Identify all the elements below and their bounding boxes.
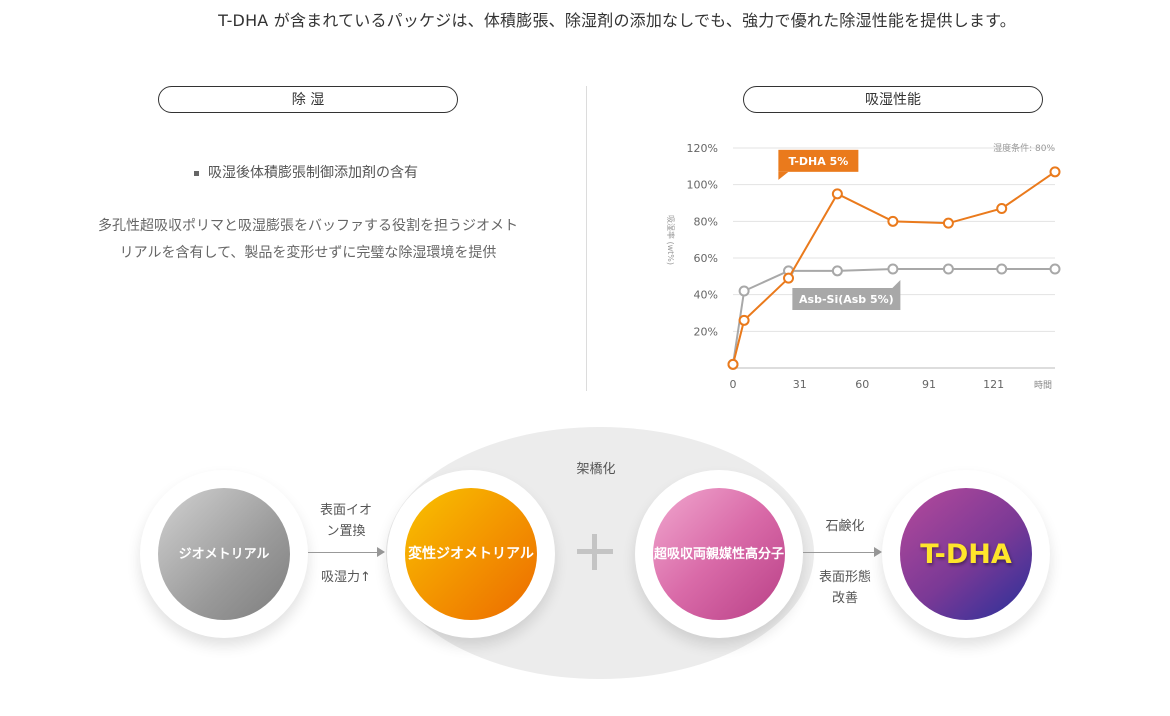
data-point — [1051, 167, 1060, 176]
data-point — [833, 266, 842, 275]
x-tick-label: 31 — [793, 378, 807, 391]
absorption-title: 吸湿性能 — [865, 92, 921, 108]
data-point — [729, 360, 738, 369]
arrow1-head-icon — [377, 547, 385, 557]
description-line-1: 多孔性超吸収ポリマと吸湿膨張をバッファする役割を担うジオメト — [0, 213, 616, 240]
x-unit-label: 時間 — [1034, 380, 1052, 391]
x-tick-label: 121 — [983, 378, 1004, 391]
x-tick-label: 0 — [730, 378, 737, 391]
y-tick-label: 60% — [694, 252, 718, 265]
series-callout-pointer — [778, 172, 788, 180]
panel-divider — [586, 86, 587, 391]
arrow2-bottom-label: 表面形態 改善 — [810, 567, 880, 609]
y-tick-label: 40% — [694, 289, 718, 302]
node-tdha: T-DHA — [882, 470, 1050, 638]
node-superabsorbent-polymer-label: 超吸収両親媒性高分子 — [653, 488, 785, 620]
feature-description: 多孔性超吸収ポリマと吸湿膨張をバッファする役割を担うジオメト リアルを含有して、… — [0, 213, 616, 267]
arrow1-bottom-label: 吸湿力↑ — [310, 567, 382, 588]
node-geometrial: ジオメトリアル — [140, 470, 308, 638]
node-geometrial-label: ジオメトリアル — [158, 488, 290, 620]
feature-bullet-text: 吸湿後体積膨張制御添加剤の含有 — [208, 165, 418, 181]
series-callout-label: T-DHA 5% — [788, 155, 848, 168]
y-tick-label: 120% — [687, 142, 718, 155]
data-point — [888, 217, 897, 226]
series-callout-pointer — [892, 280, 900, 288]
y-axis-label: 吸湿率 (wt%) — [666, 215, 676, 265]
condition-note: 湿度条件: 80% — [993, 142, 1055, 154]
arrow2-head-icon — [874, 547, 882, 557]
data-point — [784, 274, 793, 283]
headline: T-DHA が含まれているパッケジは、体積膨張、除湿剤の添加なしでも、強力で優れ… — [0, 7, 1170, 31]
x-tick-label: 91 — [922, 378, 936, 391]
y-tick-label: 20% — [694, 325, 718, 338]
plus-icon — [577, 534, 613, 570]
data-point — [740, 287, 749, 296]
arrow2-line — [803, 552, 875, 553]
arrow1-line — [308, 552, 378, 553]
x-tick-label: 60 — [855, 378, 869, 391]
series-callout-label: Asb-Si(Asb 5%) — [799, 293, 894, 306]
node-tdha-label: T-DHA — [900, 488, 1032, 620]
data-point — [944, 219, 953, 228]
data-point — [944, 265, 953, 274]
data-point — [833, 189, 842, 198]
absorption-title-pill: 吸湿性能 — [743, 86, 1043, 113]
bullet-square-icon — [194, 171, 199, 176]
data-point — [740, 316, 749, 325]
y-tick-label: 100% — [687, 179, 718, 192]
feature-bullet: 吸湿後体積膨張制御添加剤の含有 — [0, 162, 612, 182]
y-tick-label: 80% — [694, 215, 718, 228]
dehumidify-title-pill: 除 湿 — [158, 86, 458, 113]
arrow1-top-label: 表面イオ ン置換 — [310, 500, 382, 542]
node-modified-geometrial-label: 変性ジオメトリアル — [405, 488, 537, 620]
absorption-chart: 20% 40% 60% 80% 100% 120% 0 31 60 91 121 時間 吸湿率 (wt%… — [650, 130, 1070, 398]
node-superabsorbent-polymer: 超吸収両親媒性高分子 — [635, 470, 803, 638]
data-point — [997, 265, 1006, 274]
data-point — [1051, 265, 1060, 274]
series-line — [733, 269, 1055, 364]
crosslink-label: 架橋化 — [560, 458, 632, 477]
arrow2-top-label: 石鹸化 — [810, 516, 880, 537]
node-modified-geometrial: 変性ジオメトリアル — [387, 470, 555, 638]
dehumidify-title: 除 湿 — [292, 92, 324, 108]
description-line-2: リアルを含有して、製品を変形せずに完璧な除湿環境を提供 — [0, 240, 616, 267]
data-point — [888, 265, 897, 274]
data-point — [997, 204, 1006, 213]
